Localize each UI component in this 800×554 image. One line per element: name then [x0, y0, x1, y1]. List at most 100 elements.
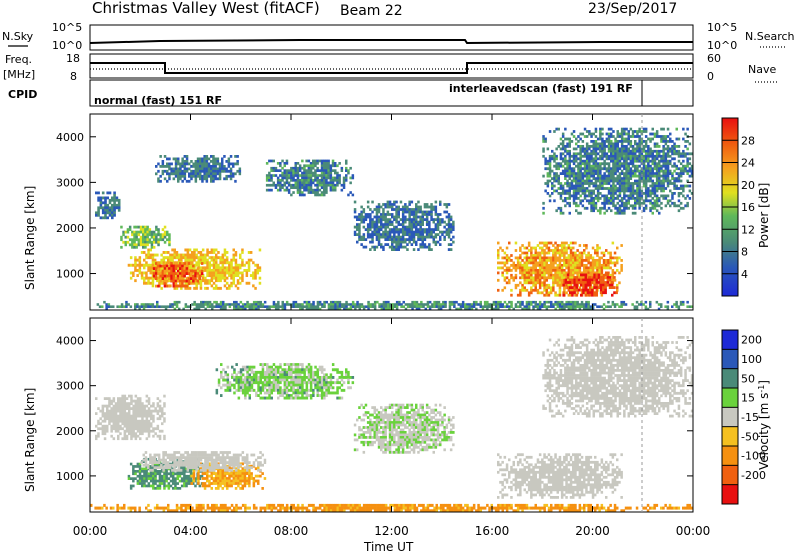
velocity-data: [90, 336, 694, 513]
power-cbtick-label: 28: [741, 134, 755, 147]
velocity-cbtick-label: 100: [741, 353, 762, 366]
power-region-6: [353, 200, 455, 251]
velocity-ylabel: Slant Range [km]: [23, 388, 37, 492]
velocity-cbtick-label: 15: [741, 392, 755, 405]
xtick-label: 00:00: [676, 524, 711, 538]
cpid-panel: CPID normal (fast) 151 RF interleavedsca…: [8, 79, 694, 107]
nsky-label: N.Sky: [2, 30, 34, 43]
power-cbtick-label: 20: [741, 179, 755, 192]
velocity-panel: 1000 2000 3000 4000 Slant Range [km]: [23, 317, 694, 513]
nsky-tick-low: 10^0: [52, 39, 82, 52]
nsky-tick-high: 10^5: [52, 21, 82, 34]
ytick-label: 2000: [56, 222, 84, 235]
ytick-label: 4000: [56, 335, 84, 348]
freq-tick-high: 18: [66, 52, 80, 65]
velocity-cb-block: [722, 388, 738, 408]
freq-panel: Freq. [MHz] 18 8 Nave 60 0: [3, 52, 777, 83]
velocity-cbtick-label: -50: [741, 430, 759, 443]
velocity-colorbar-label-text: Velocity [m s: [757, 393, 771, 470]
xtick-label: 04:00: [173, 524, 208, 538]
nsky-series: [89, 39, 693, 45]
xtick-label: 20:00: [575, 524, 610, 538]
vel-region-7: [542, 336, 694, 418]
ytick-label: 4000: [56, 131, 84, 144]
vel-region-4: [215, 363, 355, 400]
power-colorbar-ticks: 4 8 12 16 20 24 28: [722, 134, 755, 281]
vel-region-5: [353, 403, 455, 454]
ytick-label: 1000: [56, 470, 84, 483]
power-region-2: [120, 225, 171, 249]
nsky-panel: N.Sky 10^5 10^0 N.Search 10^5 10^0: [2, 21, 795, 52]
power-cbtick-label: 24: [741, 157, 755, 170]
velocity-cbtick-label: -200: [741, 469, 766, 482]
cpid-segment-1: normal (fast) 151 RF: [94, 94, 222, 107]
ytick-label: 3000: [56, 380, 84, 393]
velocity-cbtick-label: -15: [741, 411, 759, 424]
freq-tick-low: 8: [70, 70, 77, 83]
power-colorbar: 4 8 12 16 20 24 28 Power [dB]: [721, 117, 771, 297]
freq-unit: [MHz]: [3, 68, 35, 81]
nsearch-tick-low: 10^0: [707, 39, 737, 52]
xtick-label: 00:00: [73, 524, 108, 538]
freq-series: [90, 62, 693, 74]
velocity-colorbar-blocks: [722, 330, 738, 505]
velocity-cb-block: [722, 484, 738, 505]
date-label: 23/Sep/2017: [588, 1, 677, 17]
xtick-label: 08:00: [274, 524, 309, 538]
vel-region-0: [127, 457, 204, 490]
velocity-cbtick-label: 50: [741, 372, 755, 385]
station-title: Christmas Valley West (fitACF): [92, 0, 320, 17]
power-cbtick-label: 12: [741, 223, 755, 236]
power-region-10: [96, 300, 694, 311]
power-cbtick-label: 8: [741, 246, 748, 259]
velocity-cb-block: [722, 446, 738, 466]
velocity-cb-block: [722, 368, 738, 389]
velocity-colorbar-label: Velocity [m s-1]: [757, 380, 772, 470]
power-region-9: [542, 127, 694, 215]
vel-region-3: [95, 394, 166, 441]
vel-region-2: [140, 451, 267, 472]
velocity-cb-block: [722, 407, 738, 427]
power-region-1: [152, 262, 204, 288]
xtick-label: 16:00: [475, 524, 510, 538]
velocity-colorbar: 200 100 50 15 -15 -50 -100 -200 Velocity [m s-1…: [721, 329, 772, 505]
power-region-5: [265, 159, 355, 197]
power-region-0: [127, 248, 262, 290]
vel-region-8: [90, 503, 694, 513]
power-yticks: 1000 2000 3000 4000: [56, 131, 693, 281]
power-panel: 1000 2000 3000 4000 Slant Range [km]: [23, 113, 694, 311]
xtick-label: 12:00: [374, 524, 409, 538]
x-axis-label: Time UT: [363, 540, 414, 554]
power-region-4: [155, 155, 242, 183]
x-axis: 00:00 04:00 08:00 12:00 16:00 20:00 00:00: [73, 114, 711, 538]
velocity-yticks: 1000 2000 3000 4000: [56, 335, 693, 483]
power-cbtick-label: 16: [741, 201, 755, 214]
velocity-cb-block: [722, 349, 738, 369]
power-region-3: [95, 191, 121, 220]
freq-label: Freq.: [5, 53, 32, 66]
beam-label: Beam 22: [340, 3, 403, 19]
cpid-label: CPID: [8, 88, 37, 101]
power-colorbar-label: Power [dB]: [757, 183, 771, 248]
ytick-label: 3000: [56, 176, 84, 189]
velocity-cb-block: [722, 330, 738, 350]
nave-tick-low: 0: [707, 70, 714, 83]
nave-tick-high: 60: [707, 52, 721, 65]
power-cbtick-label: 4: [741, 268, 748, 281]
velocity-cbtick-label: -100: [741, 450, 766, 463]
power-region-8: [562, 273, 618, 297]
nave-label: Nave: [748, 63, 776, 76]
nsearch-tick-high: 10^5: [707, 21, 737, 34]
vel-region-6: [497, 453, 623, 499]
ytick-label: 2000: [56, 425, 84, 438]
nsearch-label: N.Search: [745, 30, 795, 43]
velocity-colorbar-ticks: 200 100 50 15 -15 -50 -100 -200: [722, 334, 766, 486]
power-ylabel: Slant Range [km]: [23, 186, 37, 290]
velocity-cbtick-label: 200: [741, 334, 762, 347]
power-region-7: [497, 241, 623, 297]
cpid-segment-2: interleavedscan (fast) 191 RF: [449, 82, 633, 95]
ytick-label: 1000: [56, 268, 84, 281]
velocity-cb-block: [722, 465, 738, 485]
velocity-cb-block: [722, 426, 738, 447]
